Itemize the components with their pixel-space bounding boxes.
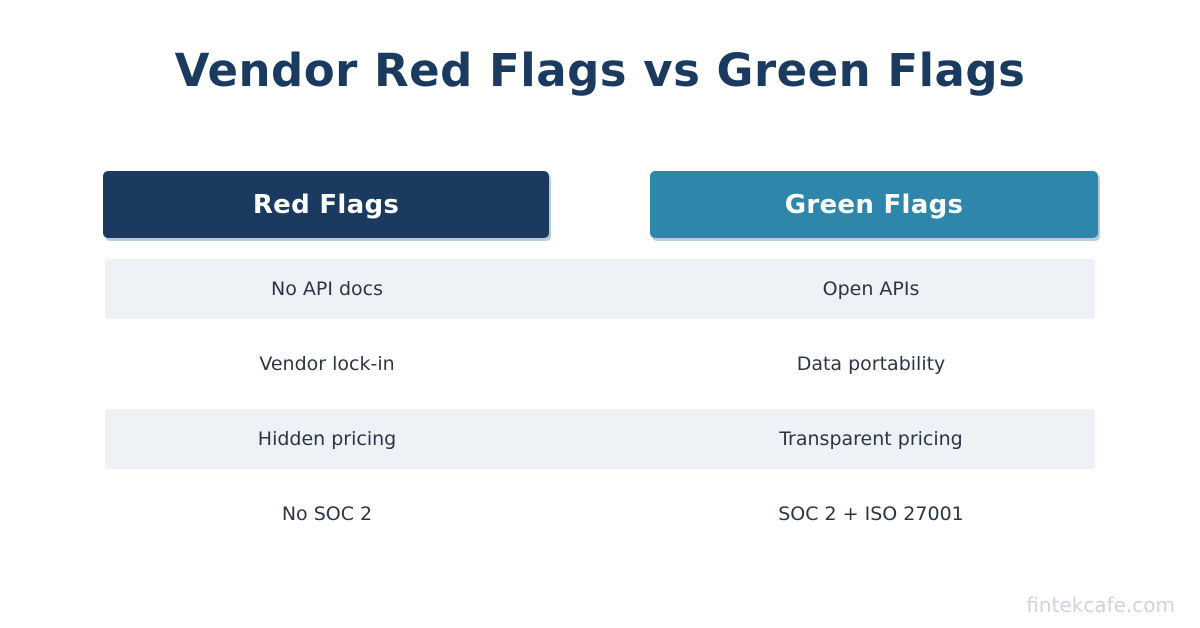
green-flag-cell: SOC 2 + ISO 27001 (778, 503, 964, 525)
red-flags-header-label: Red Flags (252, 189, 400, 220)
table-row: Hidden pricing Transparent pricing (105, 409, 1095, 469)
green-flag-cell: Transparent pricing (779, 428, 963, 450)
red-flags-column-header: Red Flags (103, 171, 549, 238)
page-title: Vendor Red Flags vs Green Flags (174, 44, 1026, 97)
green-flag-cell: Data portability (796, 353, 946, 375)
red-flag-cell: Hidden pricing (257, 428, 397, 450)
red-flag-cell: No API docs (270, 278, 383, 300)
green-flag-cell: Open APIs (822, 278, 920, 300)
watermark: fintekcafe.com (1026, 593, 1175, 617)
green-flags-header-label: Green Flags (784, 189, 964, 220)
red-flag-cell: No SOC 2 (281, 503, 373, 525)
table-row: No SOC 2 SOC 2 + ISO 27001 (105, 484, 1095, 544)
table-row: Vendor lock-in Data portability (105, 334, 1095, 394)
green-flags-column-header: Green Flags (650, 171, 1098, 238)
comparison-rows: No API docs Open APIs Vendor lock-in Data p… (105, 259, 1095, 559)
red-flag-cell: Vendor lock-in (259, 353, 395, 375)
table-row: No API docs Open APIs (105, 259, 1095, 319)
